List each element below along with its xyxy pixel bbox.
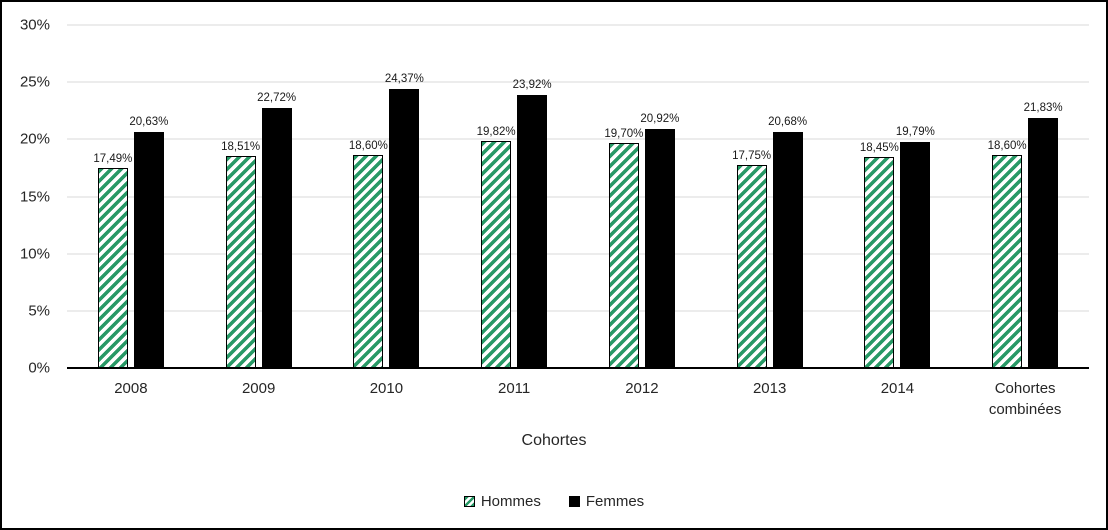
bar-femmes-4: 20,92% bbox=[640, 113, 679, 368]
x-tick-label-1: 2009 bbox=[241, 380, 276, 397]
bar-femmes-3: 23,92% bbox=[513, 79, 552, 368]
x-axis-labels: 2008 2009 2010 2011 2012 2013 2014 Cohortes com… bbox=[67, 378, 1089, 420]
x-tick-label-5: 2013 bbox=[752, 380, 787, 397]
x-tick-label-0: 2008 bbox=[114, 380, 148, 397]
bar-hommes-7: 18,60% bbox=[988, 140, 1027, 368]
x-axis-title: Cohortes bbox=[521, 432, 587, 449]
x-tick-label-4: 2012 bbox=[625, 380, 659, 397]
gridline-25% bbox=[67, 81, 1089, 83]
bar-groups: 17,49% 20,63% 18,51% 22,72% 18,60% 24,37% 19,8… bbox=[67, 25, 1089, 368]
x-tick-label-3: 2011 bbox=[497, 380, 531, 397]
data-label-hommes-5: 17,75% bbox=[732, 150, 772, 163]
data-label-hommes-0: 17,49% bbox=[93, 153, 133, 166]
legend-item-femmes: Femmes bbox=[568, 493, 645, 510]
data-label-femmes-1: 22,72% bbox=[257, 92, 297, 105]
bar-hommes-4: 19,70% bbox=[604, 128, 643, 368]
bar-femmes-5: 20,68% bbox=[768, 116, 807, 368]
legend: Hommes Femmes bbox=[2, 493, 1106, 510]
data-label-femmes-7: 21,83% bbox=[1023, 102, 1063, 115]
y-tick-label-15%: 15% bbox=[19, 188, 50, 205]
bar-femmes-6: 19,79% bbox=[896, 126, 935, 368]
hatched-square-icon bbox=[463, 496, 475, 507]
y-axis-labels: 0% 5% 10% 15% 20% 25% 30% bbox=[2, 17, 60, 377]
y-tick-label-0%: 0% bbox=[28, 359, 50, 377]
bar-group-4: 19,70% 20,92% bbox=[578, 25, 706, 368]
data-label-femmes-0: 20,63% bbox=[129, 116, 169, 129]
data-label-hommes-2: 18,60% bbox=[348, 140, 388, 153]
data-label-hommes-1: 18,51% bbox=[221, 141, 261, 154]
bar-group-1: 18,51% 22,72% bbox=[195, 25, 323, 368]
data-label-femmes-3: 23,92% bbox=[512, 78, 552, 91]
bar-femmes-1: 22,72% bbox=[257, 92, 296, 368]
gridline-30% bbox=[67, 24, 1089, 26]
data-label-hommes-7: 18,60% bbox=[987, 140, 1027, 153]
bar-hommes-5: 17,75% bbox=[732, 150, 771, 368]
plot-area: 17,49% 20,63% 18,51% 22,72% 18,60% 24,37% 19,8… bbox=[67, 24, 1089, 369]
bar-group-7: 18,60% 21,83% bbox=[961, 25, 1089, 368]
data-label-hommes-4: 19,70% bbox=[604, 127, 644, 140]
bar-hommes-1: 18,51% bbox=[221, 141, 260, 368]
y-tick-label-20%: 20% bbox=[19, 130, 50, 148]
gridline-15% bbox=[67, 196, 1089, 197]
legend-label-femmes: Femmes bbox=[585, 493, 645, 510]
bar-group-3: 19,82% 23,92% bbox=[450, 25, 578, 368]
bar-hommes-3: 19,82% bbox=[477, 126, 516, 368]
bar-hommes-6: 18,45% bbox=[860, 142, 899, 368]
data-label-femmes-2: 24,37% bbox=[384, 73, 424, 86]
x-axis-line bbox=[67, 367, 1089, 369]
y-tick-label-10%: 10% bbox=[19, 245, 50, 263]
bar-femmes-2: 24,37% bbox=[385, 73, 424, 368]
bar-group-2: 18,60% 24,37% bbox=[323, 25, 451, 368]
y-tick-label-30%: 30% bbox=[19, 16, 50, 34]
data-label-femmes-4: 20,92% bbox=[640, 112, 680, 125]
legend-label-hommes: Hommes bbox=[480, 493, 541, 510]
bar-group-5: 17,75% 20,68% bbox=[706, 25, 834, 368]
solid-square-icon bbox=[568, 496, 580, 507]
x-tick-label-2: 2010 bbox=[369, 380, 404, 397]
y-tick-label-5%: 5% bbox=[28, 302, 50, 320]
data-label-femmes-5: 20,68% bbox=[768, 115, 808, 128]
bar-group-0: 17,49% 20,63% bbox=[67, 25, 195, 368]
gridline-10% bbox=[67, 253, 1089, 255]
x-tick-label-6: 2014 bbox=[880, 380, 915, 397]
data-label-femmes-6: 19,79% bbox=[895, 125, 935, 138]
legend-item-hommes: Hommes bbox=[463, 493, 541, 510]
x-tick-label-7: Cohortes combinées bbox=[988, 380, 1062, 418]
gridline-5% bbox=[67, 310, 1089, 312]
gridline-20% bbox=[67, 138, 1089, 140]
data-label-hommes-3: 19,82% bbox=[476, 126, 516, 139]
bar-femmes-7: 21,83% bbox=[1024, 102, 1063, 368]
bar-hommes-2: 18,60% bbox=[349, 140, 388, 368]
y-tick-label-25%: 25% bbox=[19, 73, 50, 91]
data-label-hommes-6: 18,45% bbox=[859, 142, 899, 155]
bar-group-6: 18,45% 19,79% bbox=[834, 25, 962, 368]
bar-hommes-0: 17,49% bbox=[93, 153, 132, 368]
bar-femmes-0: 20,63% bbox=[129, 116, 168, 368]
